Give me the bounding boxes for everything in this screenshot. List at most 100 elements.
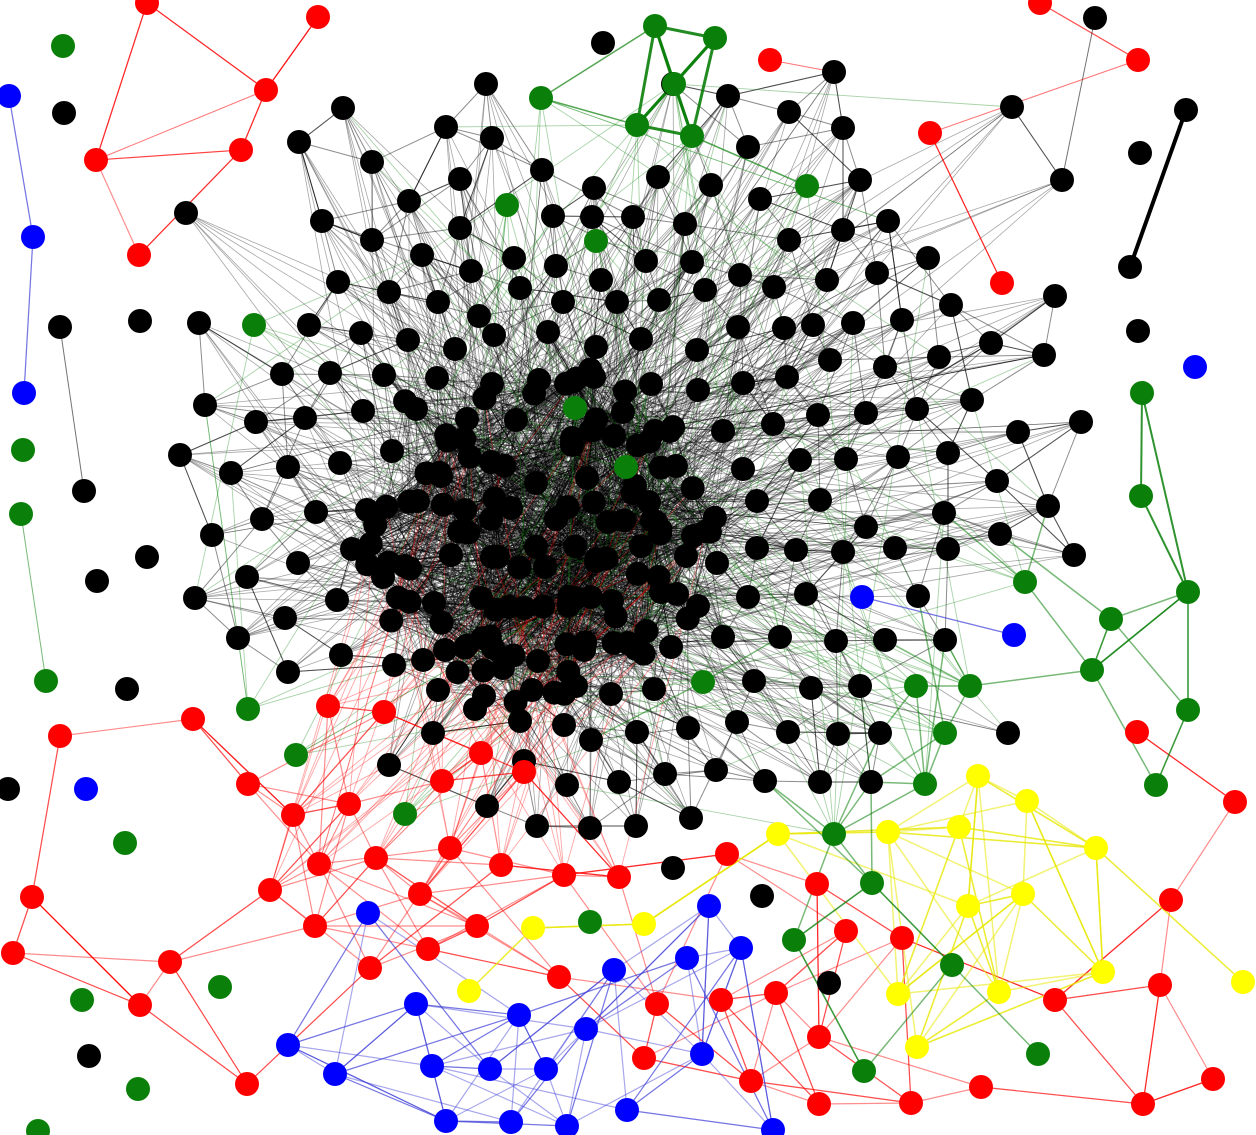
black-node (772, 316, 796, 340)
red-edge (292, 596, 592, 816)
red-edge (327, 705, 350, 805)
black-edge (407, 339, 447, 436)
black-edge (590, 430, 758, 549)
black-edge (441, 179, 861, 623)
black-edge (298, 141, 323, 222)
blue-node (1183, 355, 1207, 379)
black-edge (779, 549, 797, 638)
black-edge (459, 137, 493, 229)
black-edge (426, 472, 662, 593)
black-edge (321, 220, 625, 521)
black-edge (297, 524, 376, 564)
black-node (349, 321, 373, 345)
black-node (873, 628, 897, 652)
black-node (659, 635, 683, 659)
black-edge (656, 459, 801, 523)
black-edge (370, 430, 656, 545)
black-node (634, 619, 659, 644)
black-edge (194, 531, 460, 599)
green-node (126, 1077, 150, 1101)
black-edge (339, 462, 688, 619)
black-edge (467, 287, 521, 533)
black-edge (515, 369, 591, 702)
black-edge (574, 369, 591, 547)
black-edge (371, 126, 447, 163)
black-edge (494, 111, 790, 610)
black-edge (687, 727, 692, 819)
black-edge (261, 380, 575, 520)
black-node (448, 216, 472, 240)
black-edge (366, 509, 678, 595)
black-edge (458, 531, 483, 639)
black-edge (484, 397, 594, 429)
black-edge (637, 421, 1082, 446)
black-node (426, 678, 450, 702)
black-edge (388, 270, 472, 293)
black-edge (583, 649, 592, 741)
black-edge (287, 664, 395, 673)
black-edge (439, 348, 456, 473)
green-edge (194, 185, 808, 599)
black-edge (533, 393, 569, 607)
red-edge (31, 735, 61, 898)
black-edge (484, 397, 594, 429)
black-edge (536, 487, 694, 827)
red-node (645, 992, 669, 1016)
black-node (530, 158, 554, 182)
black-node (841, 311, 865, 335)
green-edge (295, 688, 655, 756)
green-edge (566, 784, 835, 835)
black-edge (409, 568, 570, 598)
black-node (1062, 543, 1086, 567)
black-node (85, 569, 109, 593)
black-edge (482, 380, 575, 671)
red-edge (929, 132, 1003, 284)
black-node (794, 582, 818, 606)
black-node (906, 584, 930, 608)
black-edge (535, 480, 998, 548)
black-edge (388, 291, 576, 547)
black-edge (388, 689, 439, 766)
green-edge (870, 781, 873, 884)
black-edge (736, 721, 821, 783)
black-node (474, 72, 498, 96)
black-edge (565, 383, 650, 443)
yellow-node (632, 912, 656, 936)
black-edge (563, 693, 692, 819)
yellow-node (947, 815, 971, 839)
blue-node (21, 225, 45, 249)
red-node (416, 937, 440, 961)
green-node (933, 721, 957, 745)
red-edge (369, 864, 502, 969)
black-node (705, 551, 729, 575)
black-node (453, 498, 477, 522)
black-edge (421, 254, 591, 431)
black-node (611, 399, 636, 424)
black-edge (483, 398, 569, 672)
black-edge (439, 95, 729, 473)
red-edge (348, 780, 443, 805)
black-edge (504, 465, 613, 602)
black-edge (515, 701, 717, 771)
black-edge (595, 83, 674, 420)
green-edge (204, 404, 249, 710)
green-edge (690, 37, 717, 137)
red-edge (314, 857, 377, 927)
black-node (297, 313, 321, 337)
black-node (393, 389, 418, 414)
red-node (607, 865, 631, 889)
red-edge (480, 597, 577, 754)
black-edge (484, 397, 595, 503)
black-edge (554, 687, 812, 694)
green-edge (421, 254, 704, 683)
black-edge (938, 354, 1045, 358)
black-edge (484, 398, 569, 508)
red-edge (314, 803, 350, 927)
black-edge (362, 410, 644, 655)
black-edge (415, 408, 419, 502)
green-edge (1140, 495, 1189, 593)
black-node (799, 676, 823, 700)
black-edge (646, 547, 758, 632)
black-node (377, 753, 401, 777)
black-node (48, 315, 72, 339)
